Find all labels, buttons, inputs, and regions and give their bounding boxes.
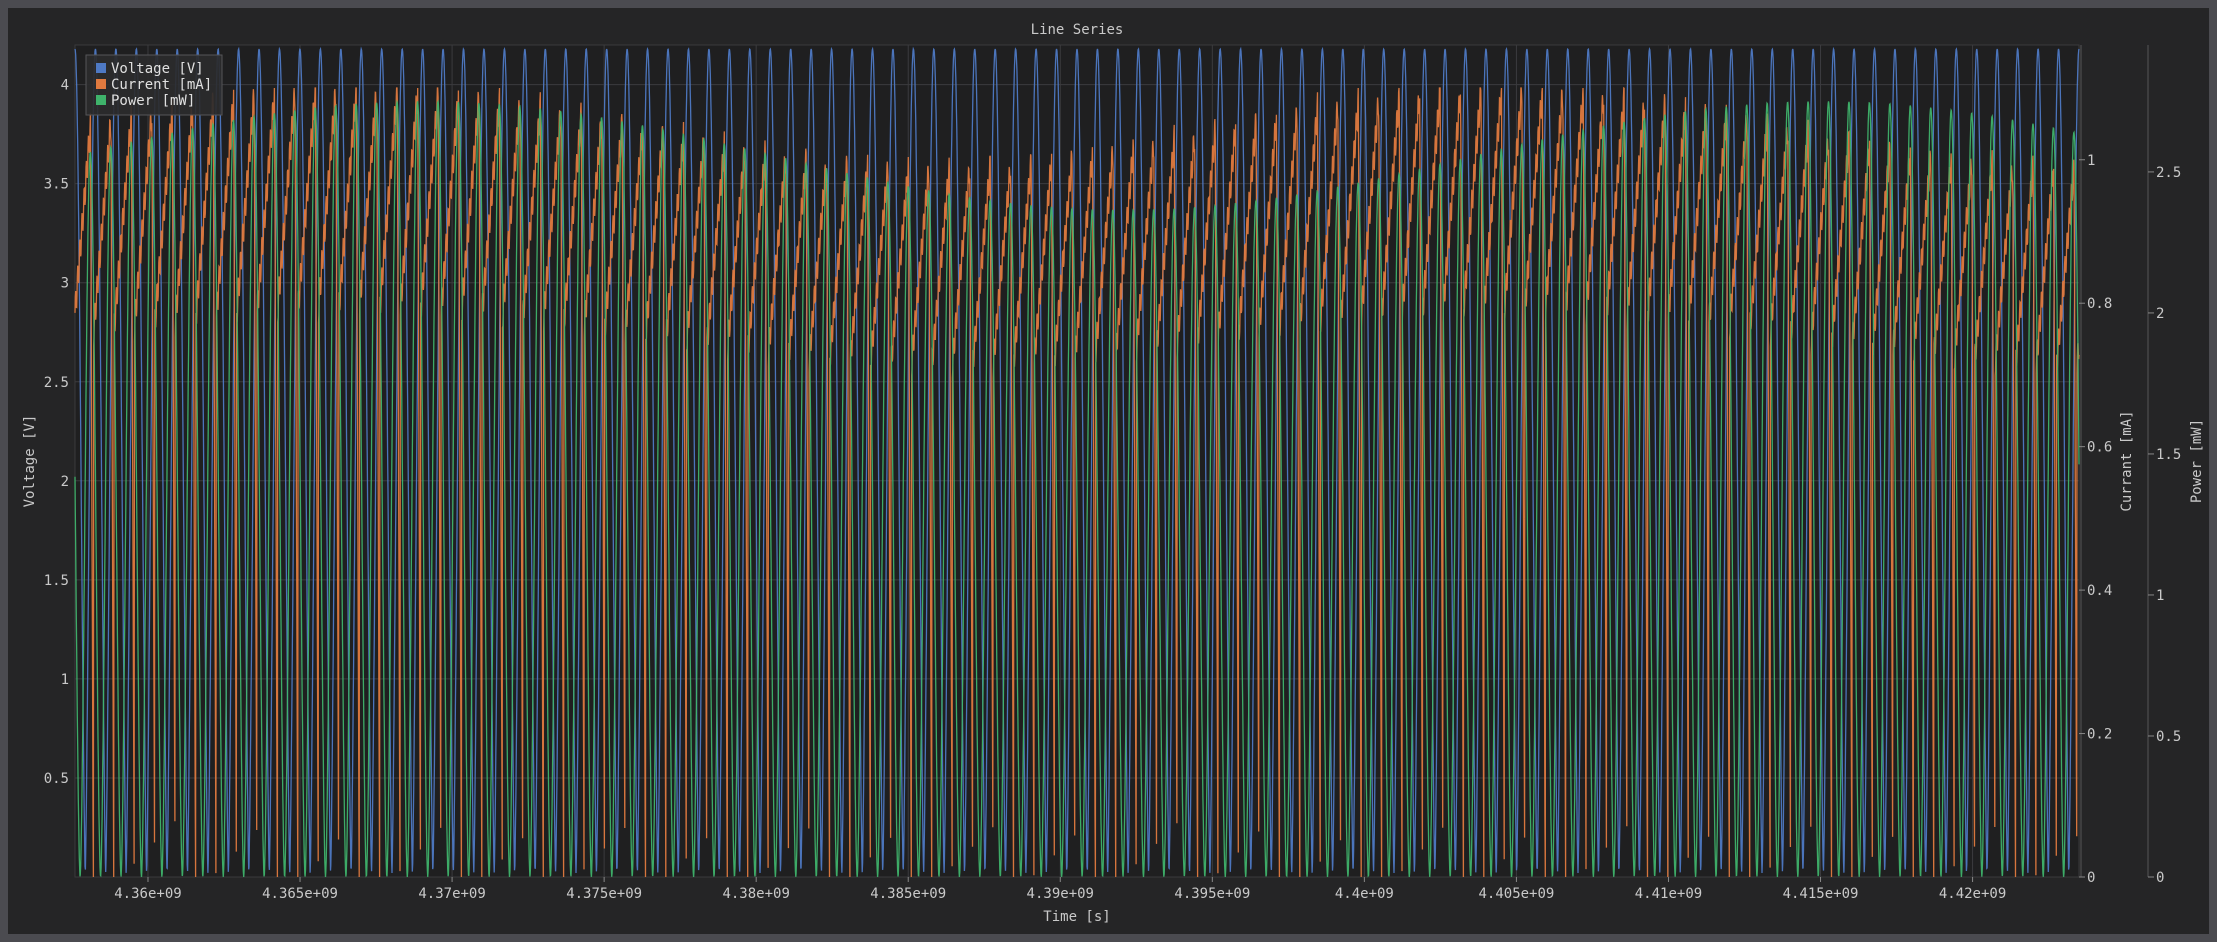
legend-label-voltage: Voltage [V] [111, 61, 204, 77]
voltage-tick-label: 2 [61, 474, 69, 490]
current-tick-label: 0.4 [2087, 583, 2112, 599]
voltage-tick-label: 3.5 [44, 177, 69, 193]
current-tick-label: 0.2 [2087, 727, 2112, 743]
series-layer [74, 46, 2080, 878]
x-tick-label: 4.36e+09 [114, 886, 181, 902]
power-axis-title: Power [mW] [2189, 419, 2205, 503]
legend-label-power: Power [mW] [111, 93, 195, 109]
x-tick-label: 4.4e+09 [1335, 886, 1394, 902]
power-tick-label: 1.5 [2156, 447, 2181, 463]
power-tick-label: 2.5 [2156, 165, 2181, 181]
current-tick-label: 0 [2087, 870, 2095, 886]
x-tick-label: 4.395e+09 [1174, 886, 1250, 902]
x-tick-label: 4.41e+09 [1635, 886, 1702, 902]
x-tick-label: 4.42e+09 [1939, 886, 2006, 902]
series-line-power[interactable] [74, 99, 2080, 878]
legend-swatch-power [96, 95, 106, 105]
voltage-axis-title: Voltage [V] [22, 415, 38, 508]
power-tick-label: 0.5 [2156, 729, 2181, 745]
voltage-tick-label: 3 [61, 276, 69, 292]
x-tick-label: 4.415e+09 [1783, 886, 1859, 902]
legend-item-current[interactable]: Current [mA] [96, 77, 212, 93]
x-tick-label: 4.37e+09 [418, 886, 485, 902]
legend-box [85, 54, 223, 116]
x-tick-label: 4.405e+09 [1478, 886, 1554, 902]
current-tick-label: 1 [2087, 153, 2095, 169]
legend-label-current: Current [mA] [111, 77, 212, 93]
voltage-tick-label: 2.5 [44, 375, 69, 391]
x-tick-label: 4.38e+09 [722, 886, 789, 902]
x-axis-title: Time [s] [1043, 909, 1110, 925]
x-tick-label: 4.39e+09 [1027, 886, 1094, 902]
x-tick-label: 4.385e+09 [870, 886, 946, 902]
x-tick-label: 4.365e+09 [262, 886, 338, 902]
current-tick-label: 0.6 [2087, 440, 2112, 456]
legend-swatch-current [96, 79, 106, 89]
current-tick-label: 0.8 [2087, 296, 2112, 312]
legend[interactable]: Voltage [V] Current [mA] Power [mW] [85, 54, 223, 116]
power-tick-label: 0 [2156, 870, 2164, 886]
voltage-tick-label: 4 [61, 78, 69, 94]
voltage-tick-label: 0.5 [44, 771, 69, 787]
legend-item-voltage[interactable]: Voltage [V] [96, 61, 204, 77]
axes-layer: 4.36e+09 4.365e+09 4.37e+09 4.375e+09 4.38e+… [44, 45, 2181, 902]
voltage-tick-label: 1 [61, 672, 69, 688]
legend-item-power[interactable]: Power [mW] [96, 93, 195, 109]
legend-swatch-voltage [96, 63, 106, 73]
x-tick-label: 4.375e+09 [566, 886, 642, 902]
power-tick-label: 1 [2156, 588, 2164, 604]
chart-title: Line Series [1031, 22, 1124, 38]
voltage-tick-label: 1.5 [44, 573, 69, 589]
current-axis-title: Currant [mA] [2119, 410, 2135, 511]
series-line-voltage[interactable] [74, 46, 2080, 874]
power-tick-label: 2 [2156, 306, 2164, 322]
